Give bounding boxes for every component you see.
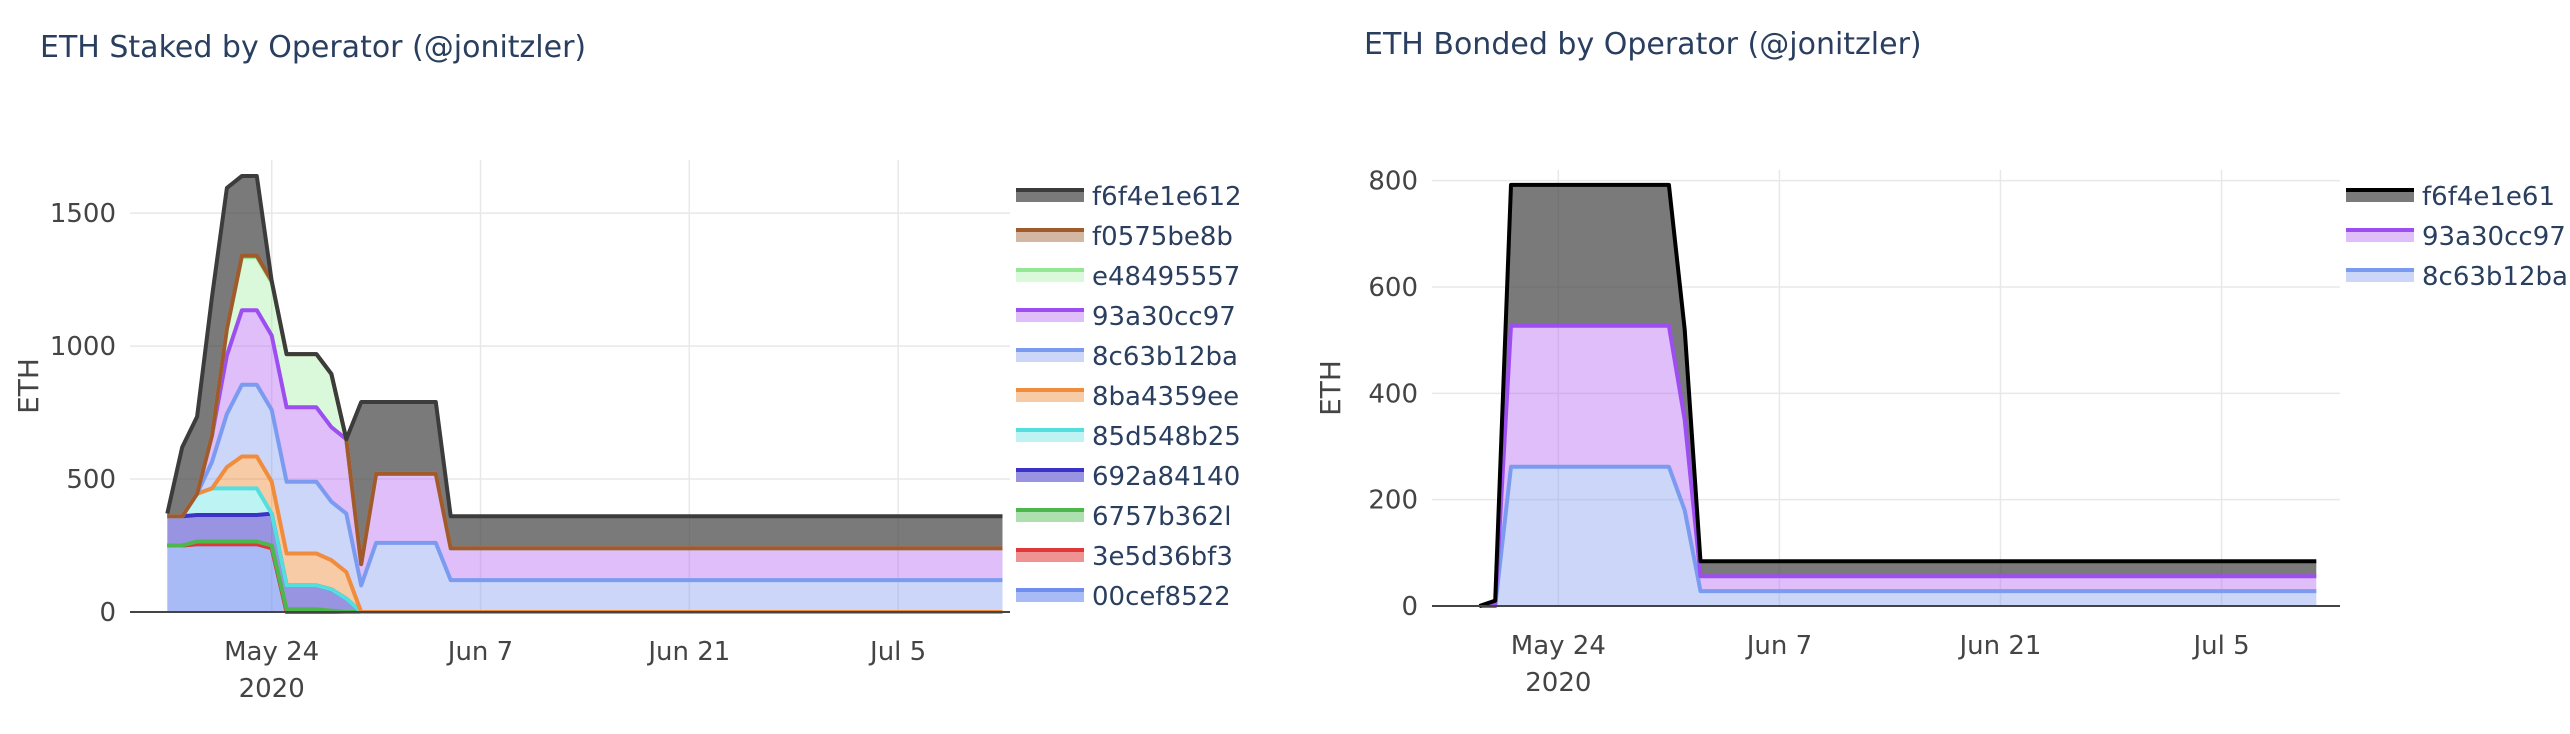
y-tick-label: 400: [1368, 379, 1418, 409]
x-tick-sublabel: 2020: [239, 674, 305, 704]
legend-label: 3e5d36bf3: [1092, 542, 1233, 572]
gridlines: [130, 160, 1010, 612]
area-692a84140: [167, 513, 1003, 612]
legend-item[interactable]: f0575be8b: [1016, 222, 1233, 252]
area-00cef8522: [167, 544, 1003, 612]
legend-label: 8c63b12ba: [1092, 342, 1238, 372]
legend-item[interactable]: f6f4e1e61: [2346, 182, 2555, 212]
legend-item[interactable]: e48495557: [1016, 262, 1240, 292]
line-93a30cc97: [1479, 323, 2317, 608]
legend-item[interactable]: 93a30cc97: [1016, 302, 1236, 332]
y-tick-label: 600: [1368, 273, 1418, 303]
x-tick-label: May 24: [224, 637, 319, 667]
chart-title: ETH Bonded by Operator (@jonitzler): [1364, 27, 1922, 62]
legend-swatch: [1016, 590, 1084, 602]
area-8c63b12ba: [1479, 466, 2317, 606]
legend-item[interactable]: 3e5d36bf3: [1016, 542, 1233, 572]
x-tick-label: Jun 21: [646, 637, 730, 667]
y-tick-label: 500: [66, 465, 116, 495]
legend-swatch: [2346, 190, 2414, 202]
x-tick-label: May 24: [1511, 631, 1606, 661]
legend-label: 85d548b25: [1092, 422, 1241, 452]
legend-swatch: [2346, 230, 2414, 242]
line-8c63b12ba: [167, 382, 1003, 588]
legend-label: 00cef8522: [1092, 582, 1231, 612]
legend-item[interactable]: 8ba4359ee: [1016, 382, 1239, 412]
legend-item[interactable]: 6757b362l: [1016, 502, 1232, 532]
y-axis-label: ETH: [12, 358, 45, 414]
x-tick-label: Jun 7: [446, 637, 513, 667]
area-93a30cc97: [167, 310, 1003, 586]
legend-item[interactable]: 8c63b12ba: [1016, 342, 1238, 372]
eth-staked-chart: ETH Staked by Operator (@jonitzler) May 2…: [12, 30, 1242, 704]
y-tick-label: 0: [1401, 592, 1418, 622]
legend-swatch: [1016, 470, 1084, 482]
legend: f6f4e1e612 f0575be8b e48495557 93a30cc97 8c6…: [1016, 182, 1242, 612]
x-tick-label: Jul 5: [868, 637, 926, 667]
legend-swatch: [1016, 510, 1084, 522]
legend: f6f4e1e61 93a30cc97 8c63b12ba: [2346, 182, 2568, 292]
x-tick-label: Jul 5: [2191, 631, 2249, 661]
area-8c63b12ba: [167, 384, 1003, 612]
line-f6f4e1e61: [1478, 182, 2317, 608]
x-tick-sublabel: 2020: [1525, 668, 1591, 698]
area-85d548b25: [167, 488, 1003, 612]
legend-item[interactable]: 93a30cc97: [2346, 222, 2566, 252]
legend-item[interactable]: 692a84140: [1016, 462, 1240, 492]
legend-item[interactable]: f6f4e1e612: [1016, 182, 1242, 212]
y-tick-label: 200: [1368, 486, 1418, 516]
line-f6f4e1e612: [165, 174, 1003, 519]
legend-item[interactable]: 8c63b12ba: [2346, 262, 2568, 292]
legend-label: 8ba4359ee: [1092, 382, 1239, 412]
area-f6f4e1e612: [167, 176, 1003, 565]
legend-label: 93a30cc97: [2422, 222, 2566, 252]
legend-swatch: [1016, 350, 1084, 362]
legend-label: 8c63b12ba: [2422, 262, 2568, 292]
legend-swatch: [1016, 430, 1084, 442]
legend-swatch: [1016, 550, 1084, 562]
legend-label: 6757b362l: [1092, 502, 1232, 532]
y-tick-label: 1000: [50, 332, 116, 362]
legend-label: e48495557: [1092, 262, 1240, 292]
y-axis-label: ETH: [1320, 360, 1347, 416]
gridlines: [1432, 170, 2340, 606]
legend-label: 93a30cc97: [1092, 302, 1236, 332]
y-tick-label: 1500: [50, 199, 116, 229]
legend-label: f0575be8b: [1092, 222, 1233, 252]
legend-swatch: [1016, 270, 1084, 282]
eth-bonded-chart: ETH Bonded by Operator (@jonitzler) May 2…: [1320, 27, 2568, 698]
chart-title: ETH Staked by Operator (@jonitzler): [40, 30, 586, 65]
area-e48495557: [167, 257, 1003, 565]
legend-label: f6f4e1e612: [1092, 182, 1242, 212]
area-f6f4e1e61: [1479, 184, 2317, 606]
legend-item[interactable]: 85d548b25: [1016, 422, 1241, 452]
legend-swatch: [1016, 310, 1084, 322]
y-tick-label: 0: [99, 598, 116, 628]
legend-item[interactable]: 00cef8522: [1016, 582, 1231, 612]
y-tick-label: 800: [1368, 167, 1418, 197]
line-8c63b12ba: [1479, 464, 2317, 608]
legend-swatch: [1016, 390, 1084, 402]
area-8ba4359ee: [167, 456, 1003, 612]
legend-label: f6f4e1e61: [2422, 182, 2555, 212]
x-tick-label: Jun 7: [1745, 631, 1812, 661]
x-tick-label: Jun 21: [1957, 631, 2041, 661]
legend-swatch: [1016, 230, 1084, 242]
legend-swatch: [1016, 190, 1084, 202]
legend-swatch: [2346, 270, 2414, 282]
legend-label: 692a84140: [1092, 462, 1240, 492]
